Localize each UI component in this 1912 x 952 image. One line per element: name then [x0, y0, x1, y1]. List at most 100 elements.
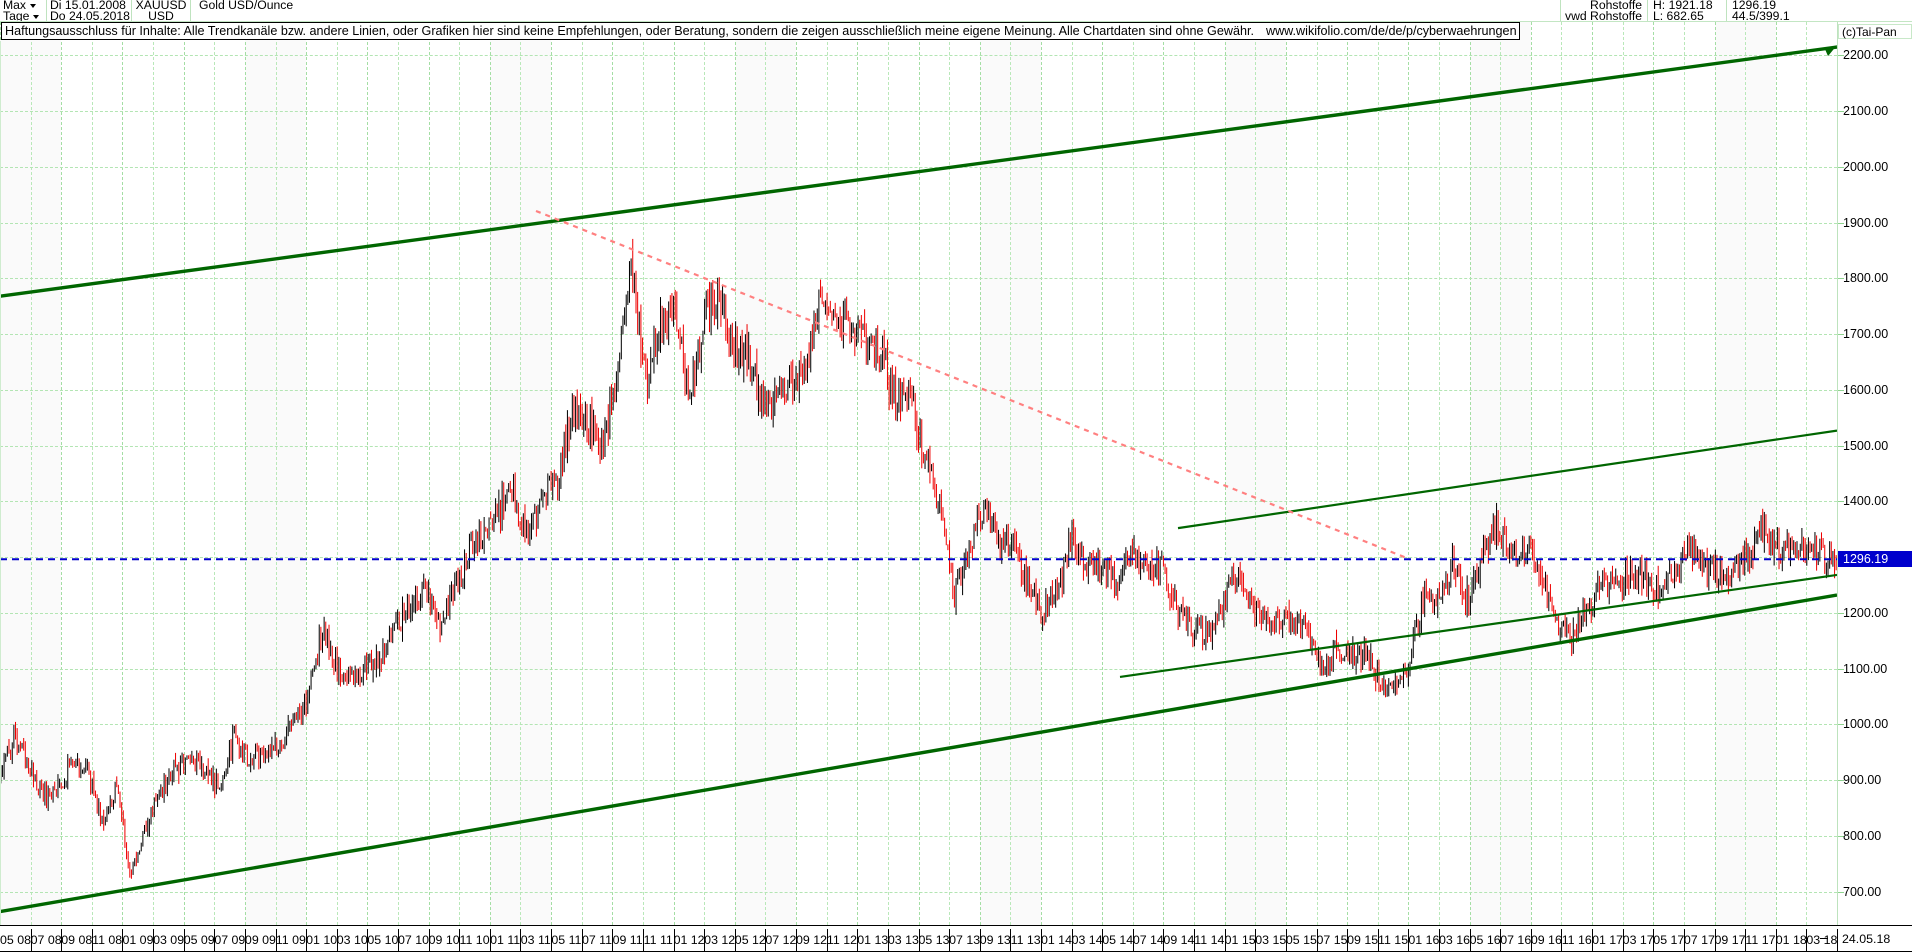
chevron-down-icon[interactable]: [30, 3, 37, 8]
date-axis-separator: [887, 929, 889, 951]
chart-left-border: [0, 41, 1, 925]
chevron-down-icon[interactable]: [33, 14, 40, 19]
trendline-resistance-fan-green[interactable]: [1177, 429, 1837, 530]
gridline-vertical: [1316, 22, 1318, 925]
gridline-vertical: [520, 22, 522, 925]
header-highlow-group: H: 1921.18 L: 682.65: [1648, 0, 1726, 22]
date-axis-separator: [1500, 929, 1502, 951]
price-tick-mark: [1838, 724, 1844, 726]
gridline-vertical: [1224, 22, 1226, 925]
trendline-lower-channel-green[interactable]: [0, 593, 1837, 914]
price-axis[interactable]: 2200.00 2100.00 2000.00 1900.00 1800.00 1700.…: [1837, 22, 1912, 925]
symbol-ticker[interactable]: XAUUSD: [135, 0, 187, 12]
gridline-vertical: [704, 22, 706, 925]
price-tick-mark: [1838, 222, 1844, 224]
last-price-label: 1296.19: [1732, 0, 1777, 12]
date-axis-separator: [520, 929, 522, 951]
trendline-arrow-icon: [1825, 45, 1837, 57]
date-axis-separator: [1224, 929, 1226, 951]
date-axis-separator: [704, 929, 706, 951]
price-tick-mark: [1838, 501, 1844, 503]
gridline-vertical: [459, 22, 461, 925]
date-axis-label: 09 09: [244, 933, 276, 947]
date-axis-separator: [857, 929, 859, 951]
date-axis-separator: [1837, 929, 1838, 951]
date-axis-label: 03 17: [1622, 933, 1654, 947]
gridline-vertical: [1683, 22, 1685, 925]
date-axis-separator: [673, 929, 675, 951]
date-axis-label: 01 15: [1224, 933, 1256, 947]
background-band: [244, 22, 307, 925]
gridline-vertical: [336, 22, 338, 925]
chart-canvas: [0, 22, 1837, 925]
axis-end-date: 24.05.18: [1842, 932, 1891, 946]
date-from[interactable]: Di 15.01.2008: [50, 0, 126, 12]
gridline-horizontal: [0, 278, 1837, 280]
date-axis[interactable]: 24.05.18 05 08 07 08 09 08 11 08 01 09 03 09 0…: [0, 925, 1912, 952]
date-axis-separator: [61, 929, 63, 951]
price-tick-label: 700.00: [1843, 884, 1882, 899]
disclaimer-link[interactable]: www.wikifolio.com/de/de/p/cyberwaehrunge…: [1265, 24, 1517, 38]
date-axis-separator: [459, 929, 461, 951]
chart-plot-area[interactable]: [0, 22, 1837, 925]
date-axis-label: 05 09: [183, 933, 215, 947]
disclaimer-box[interactable]: Haftungsausschluss für Inhalte: Alle Tre…: [1, 22, 1520, 40]
date-axis-label: 07 17: [1683, 933, 1715, 947]
range-selector-label: Max: [3, 0, 27, 12]
gridline-vertical: [1622, 22, 1624, 925]
gridline-vertical: [1071, 22, 1073, 925]
price-tick-label: 900.00: [1843, 773, 1882, 788]
gridline-vertical: [428, 22, 430, 925]
gridline-horizontal: [0, 166, 1837, 168]
gridline-horizontal: [0, 334, 1837, 336]
price-tick-label: 1800.00: [1843, 271, 1889, 286]
header-selectors: Max Tage: [0, 0, 46, 22]
date-axis-separator: [336, 929, 338, 951]
date-axis-label: 03 10: [336, 933, 368, 947]
date-axis-label: 07 14: [1132, 933, 1164, 947]
header-divider: [46, 0, 47, 22]
gridline-horizontal: [0, 389, 1837, 391]
date-axis-label: 09 12: [796, 933, 828, 947]
date-axis-separator: [949, 929, 951, 951]
price-tick-mark: [1838, 111, 1844, 113]
date-axis-separator: [1745, 929, 1747, 951]
date-axis-separator: [765, 929, 767, 951]
background-band: [1224, 22, 1286, 925]
date-axis-label: 05 10: [367, 933, 399, 947]
gridline-vertical: [1653, 22, 1655, 925]
gridline-vertical: [1806, 22, 1808, 925]
gridline-vertical: [306, 22, 308, 925]
date-axis-label: 07 12: [765, 933, 797, 947]
date-axis-separator: [1347, 929, 1349, 951]
gridline-vertical: [183, 22, 185, 925]
gridline-vertical: [1347, 22, 1349, 925]
date-axis-separator: [551, 929, 553, 951]
date-axis-label: 11 15: [1378, 933, 1409, 947]
header-right-group: Rohstoffe vwd Rohstoffe H: 1921.18 L: 68…: [1560, 0, 1807, 22]
date-axis-separator: [734, 929, 736, 951]
gridline-vertical: [979, 22, 981, 925]
date-axis-label: 05 16: [1469, 933, 1501, 947]
range-selector[interactable]: Max: [0, 0, 46, 11]
price-tick-mark: [1838, 166, 1844, 168]
price-tick-mark: [1838, 278, 1844, 280]
date-axis-label: 03 13: [887, 933, 919, 947]
gridline-vertical: [122, 22, 124, 925]
date-axis-separator: [1469, 929, 1471, 951]
date-axis-separator: [489, 929, 491, 951]
interval-selector[interactable]: Tage: [0, 10, 46, 22]
date-to[interactable]: Do 24.05.2018: [50, 9, 130, 23]
trendline-upper-channel-green[interactable]: [0, 45, 1837, 298]
gridline-vertical: [642, 22, 644, 925]
date-axis-label: 03 16: [1438, 933, 1470, 947]
price-tick-label: 1100.00: [1843, 661, 1888, 676]
price-tick-label: 1600.00: [1843, 382, 1889, 397]
header-divider: [1726, 0, 1727, 22]
trendline-downtrend-red-dashed[interactable]: [535, 209, 1411, 561]
date-axis-label: 11 10: [459, 933, 490, 947]
gridline-vertical: [1040, 22, 1042, 925]
trendline-mid-support-green[interactable]: [1119, 573, 1837, 679]
gridline-vertical: [367, 22, 369, 925]
gridline-vertical: [1592, 22, 1594, 925]
